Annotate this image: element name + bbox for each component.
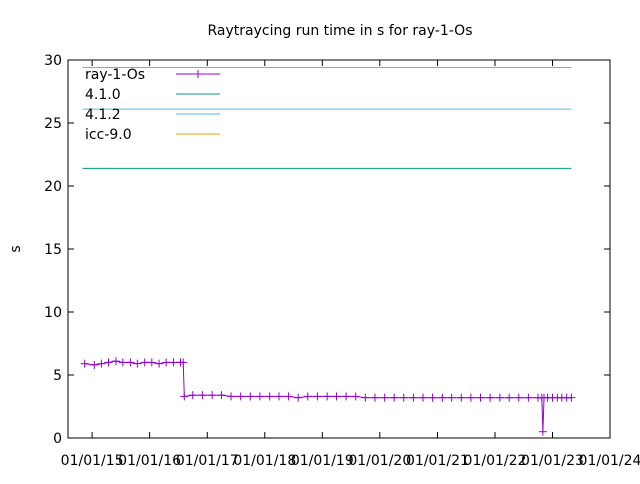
y-tick-label: 0 xyxy=(53,431,62,447)
legend-label: 4.1.2 xyxy=(85,107,121,123)
legend-label: ray-1-Os xyxy=(85,67,145,83)
y-tick-label: 20 xyxy=(44,179,62,195)
y-tick-label: 25 xyxy=(44,116,62,132)
x-tick-label: 01/01/16 xyxy=(118,453,181,469)
legend: ray-1-Os 4.1.0 4.1.2 icc-9.0 xyxy=(85,67,220,143)
x-tick-label: 01/01/20 xyxy=(348,453,411,469)
x-tick-label: 01/01/22 xyxy=(464,453,527,469)
x-tick-label: 01/01/15 xyxy=(61,453,124,469)
series-layer xyxy=(80,67,576,436)
x-tick-label: 01/01/19 xyxy=(291,453,354,469)
plot-frame xyxy=(67,59,611,439)
y-axis-label: s xyxy=(8,245,24,252)
axes: 05101520253001/01/1501/01/1601/01/1701/0… xyxy=(44,53,640,469)
chart-title: Raytraycing run time in s for ray-1-Os xyxy=(208,23,473,39)
y-tick-label: 5 xyxy=(53,368,62,384)
y-tick-label: 15 xyxy=(44,242,62,258)
legend-label: icc-9.0 xyxy=(85,127,132,143)
x-tick-label: 01/01/24 xyxy=(579,453,640,469)
y-tick-label: 10 xyxy=(44,305,62,321)
y-tick-label: 30 xyxy=(44,53,62,69)
x-tick-label: 01/01/18 xyxy=(233,453,296,469)
x-tick-label: 01/01/17 xyxy=(176,453,239,469)
x-tick-label: 01/01/23 xyxy=(521,453,584,469)
legend-label: 4.1.0 xyxy=(85,87,121,103)
x-tick-label: 01/01/21 xyxy=(406,453,469,469)
